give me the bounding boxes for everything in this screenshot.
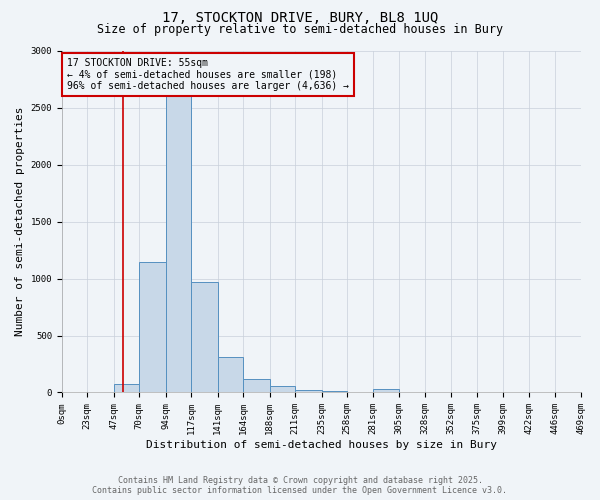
Bar — [295, 390, 322, 392]
Text: 17, STOCKTON DRIVE, BURY, BL8 1UQ: 17, STOCKTON DRIVE, BURY, BL8 1UQ — [162, 11, 438, 25]
Bar — [270, 386, 295, 392]
Bar — [166, 85, 191, 392]
X-axis label: Distribution of semi-detached houses by size in Bury: Distribution of semi-detached houses by … — [146, 440, 497, 450]
Text: Size of property relative to semi-detached houses in Bury: Size of property relative to semi-detach… — [97, 22, 503, 36]
Y-axis label: Number of semi-detached properties: Number of semi-detached properties — [15, 107, 25, 336]
Bar — [191, 282, 218, 393]
Bar — [373, 389, 399, 392]
Bar — [322, 391, 347, 392]
Bar — [114, 384, 139, 392]
Text: 17 STOCKTON DRIVE: 55sqm
← 4% of semi-detached houses are smaller (198)
96% of s: 17 STOCKTON DRIVE: 55sqm ← 4% of semi-de… — [67, 58, 349, 91]
Bar — [139, 262, 166, 392]
Bar — [218, 357, 243, 392]
Text: Contains HM Land Registry data © Crown copyright and database right 2025.
Contai: Contains HM Land Registry data © Crown c… — [92, 476, 508, 495]
Bar — [243, 379, 270, 392]
